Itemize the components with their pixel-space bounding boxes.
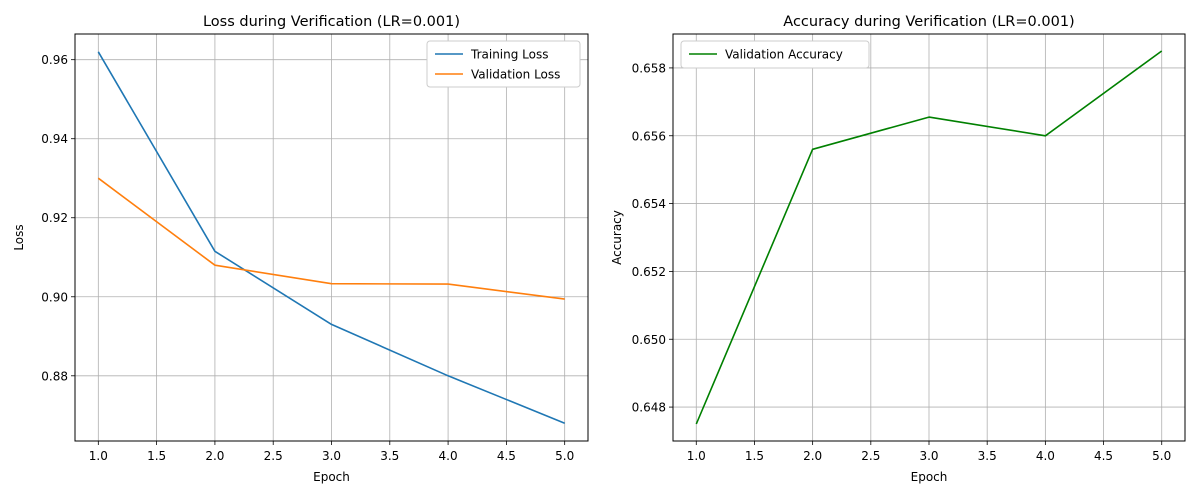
validation-accuracy-line bbox=[695, 50, 1163, 425]
loss-x-tick-label: 5.0 bbox=[555, 449, 574, 463]
loss-x-tick-label: 4.0 bbox=[439, 449, 458, 463]
loss-y-tick-label: 0.90 bbox=[41, 290, 68, 304]
loss-x-tick-label: 2.0 bbox=[205, 449, 224, 463]
validation-loss-legend-label: Validation Loss bbox=[471, 68, 560, 82]
accuracy-x-tick-label: 5.0 bbox=[1152, 449, 1171, 463]
training-loss-legend-label: Training Loss bbox=[470, 48, 548, 62]
accuracy-x-tick-label: 4.5 bbox=[1094, 449, 1113, 463]
accuracy-y-axis-label: Accuracy bbox=[610, 210, 624, 265]
loss-chart: 1.0 1.5 2.0 2.5 3.0 3.5 4.0 4.5 5.0 0.88 0.90 0.92 0… bbox=[12, 14, 589, 484]
loss-y-tick-label: 0.94 bbox=[41, 132, 68, 146]
loss-y-tick-label: 0.96 bbox=[41, 53, 68, 67]
accuracy-x-tick-label: 3.5 bbox=[978, 449, 997, 463]
loss-x-tick-label: 4.5 bbox=[497, 449, 516, 463]
loss-x-tick-label: 3.0 bbox=[322, 449, 341, 463]
loss-chart-title: Loss during Verification (LR=0.001) bbox=[203, 14, 460, 30]
loss-legend: Training Loss Validation Loss bbox=[426, 40, 581, 88]
training-loss-line bbox=[97, 51, 566, 424]
accuracy-x-tick-label: 1.5 bbox=[745, 449, 764, 463]
loss-x-tick-label: 3.5 bbox=[380, 449, 399, 463]
accuracy-y-tick-label: 0.648 bbox=[632, 401, 666, 415]
accuracy-x-tick-label: 3.0 bbox=[919, 449, 938, 463]
validation-loss-line bbox=[97, 177, 565, 300]
accuracy-legend-box bbox=[680, 40, 870, 69]
accuracy-chart-title: Accuracy during Verification (LR=0.001) bbox=[783, 14, 1074, 30]
accuracy-x-axis-label: Epoch bbox=[911, 470, 948, 484]
loss-y-tick-label: 0.92 bbox=[41, 211, 68, 225]
loss-y-axis-label: Loss bbox=[12, 224, 26, 250]
loss-x-axis-label: Epoch bbox=[313, 470, 350, 484]
loss-legend-box bbox=[426, 40, 581, 88]
accuracy-y-tick-label: 0.650 bbox=[632, 333, 666, 347]
validation-accuracy-legend-label: Validation Accuracy bbox=[725, 48, 843, 62]
accuracy-legend: Validation Accuracy bbox=[680, 40, 870, 69]
accuracy-chart: 1.0 1.5 2.0 2.5 3.0 3.5 4.0 4.5 5.0 0.648 0.650 0.6… bbox=[610, 14, 1186, 484]
accuracy-y-tick-label: 0.656 bbox=[632, 129, 666, 143]
accuracy-x-tick-label: 1.0 bbox=[687, 449, 706, 463]
accuracy-x-tick-label: 2.5 bbox=[861, 449, 880, 463]
accuracy-y-tick-label: 0.658 bbox=[632, 61, 666, 75]
accuracy-y-tick-label: 0.654 bbox=[632, 197, 666, 211]
accuracy-x-tick-label: 4.0 bbox=[1036, 449, 1055, 463]
loss-x-tick-label: 1.0 bbox=[89, 449, 108, 463]
loss-x-tick-label: 2.5 bbox=[264, 449, 283, 463]
accuracy-x-tick-label: 2.0 bbox=[803, 449, 822, 463]
accuracy-y-tick-label: 0.652 bbox=[632, 265, 666, 279]
loss-x-tick-label: 1.5 bbox=[147, 449, 166, 463]
loss-y-tick-label: 0.88 bbox=[41, 369, 68, 383]
